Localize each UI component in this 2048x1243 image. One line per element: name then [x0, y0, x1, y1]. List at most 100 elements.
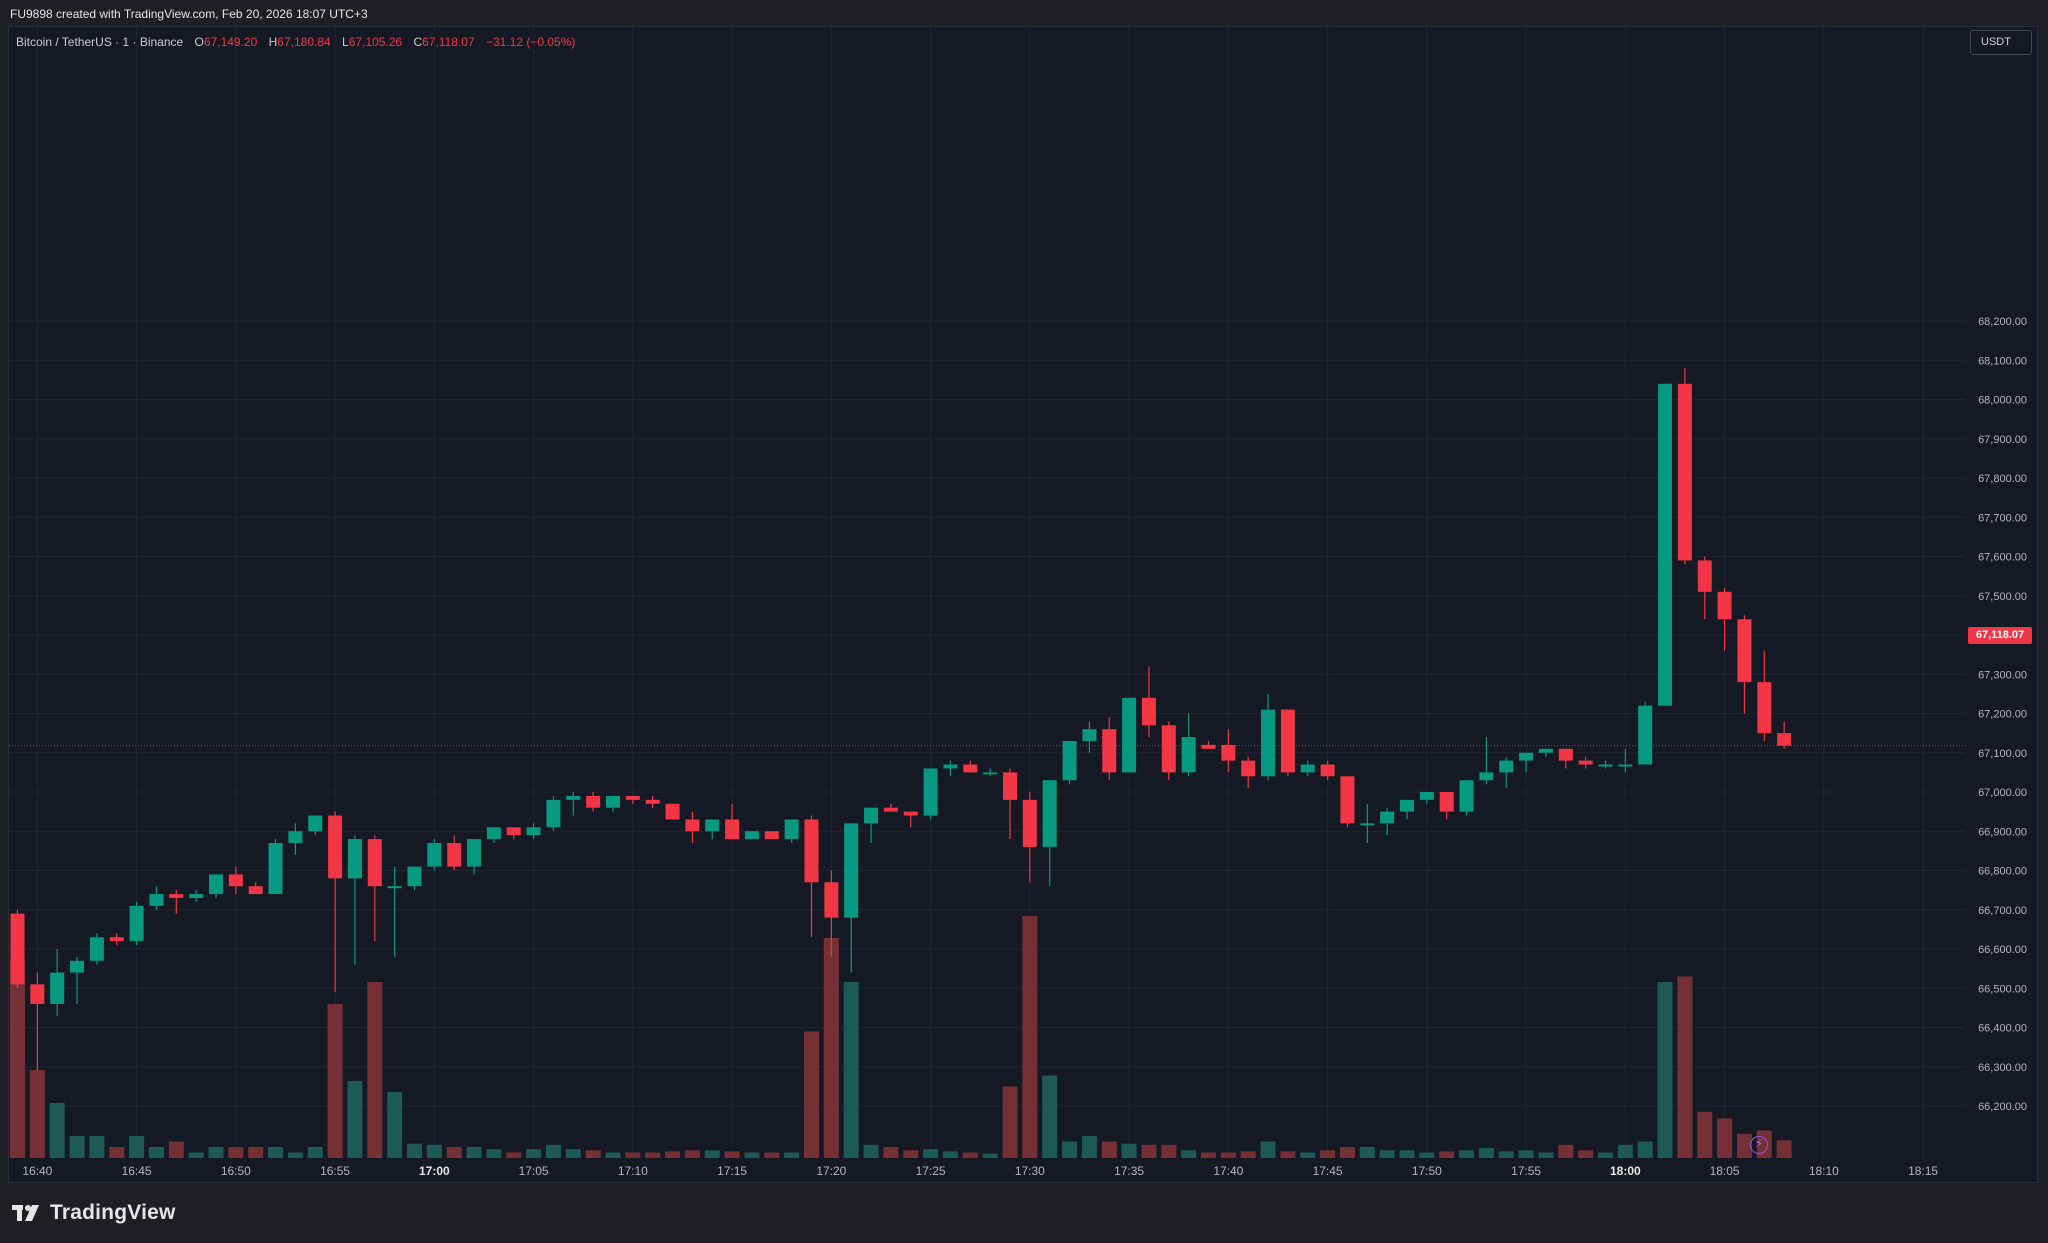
candle-body: [447, 843, 462, 867]
volume-bar: [1637, 1141, 1653, 1158]
time-tick-label: 17:20: [816, 1164, 846, 1178]
volume-bar: [1220, 1152, 1236, 1158]
candle-body: [347, 839, 362, 879]
candle-body: [744, 831, 759, 840]
change-value: −31.12 (−0.05%): [485, 35, 576, 49]
volume-bar: [1339, 1147, 1355, 1158]
candle-body: [328, 815, 343, 879]
volume-bar: [883, 1147, 899, 1158]
candle-body: [1578, 760, 1593, 765]
price-tick-label: 67,900.00: [1978, 434, 2027, 446]
volume-bar: [1081, 1136, 1097, 1158]
candle-body: [1638, 705, 1653, 765]
volume-bar: [1379, 1150, 1395, 1158]
candle-body: [864, 807, 879, 824]
volume-bar: [625, 1152, 641, 1158]
currency-button[interactable]: USDT: [1970, 30, 2032, 55]
candle-body: [943, 764, 958, 769]
volume-bar: [1558, 1144, 1574, 1158]
candle-body: [1241, 760, 1256, 777]
price-tick-label: 66,600.00: [1978, 944, 2027, 956]
volume-bar: [407, 1143, 422, 1158]
candle-body: [526, 827, 541, 836]
volume-bar: [49, 1103, 65, 1158]
candle-body: [1161, 725, 1176, 773]
lightning-bolt-icon[interactable]: ⚡: [1750, 1136, 1768, 1154]
volume-bar: [466, 1147, 482, 1158]
volume-bar: [387, 1092, 403, 1158]
price-tick-label: 66,300.00: [1978, 1062, 2027, 1074]
candle-body: [1380, 811, 1395, 824]
candle-body: [268, 843, 283, 895]
candle-body: [50, 972, 65, 1004]
volume-bar: [268, 1147, 284, 1158]
candle-body: [1042, 780, 1057, 847]
volume-bar: [168, 1141, 184, 1158]
volume-bar: [446, 1147, 462, 1158]
candle-body: [685, 819, 700, 832]
chart-caption: FU9898 created with TradingView.com, Feb…: [10, 7, 368, 21]
volume-bar: [148, 1147, 164, 1158]
candle-body: [606, 795, 620, 808]
candle-body: [506, 827, 521, 836]
candle-body: [248, 886, 263, 895]
volume-bar: [1459, 1150, 1475, 1158]
symbol-name[interactable]: Bitcoin / TetherUS · 1 · Binance: [16, 35, 184, 49]
volume-bar: [605, 1152, 621, 1158]
volume-bar: [1300, 1152, 1316, 1158]
candle-body: [1062, 740, 1077, 781]
volume-bar: [1697, 1111, 1713, 1158]
candle-body: [1102, 729, 1117, 773]
candle-body: [1538, 748, 1553, 753]
volume-bar: [188, 1152, 204, 1158]
candles: [10, 368, 1792, 1071]
volume-bar: [565, 1149, 581, 1158]
volume-bar: [1141, 1144, 1157, 1158]
candle-body: [1181, 737, 1196, 773]
candle-body: [1439, 792, 1454, 812]
volume-bar: [684, 1150, 700, 1158]
candle-body: [1658, 383, 1673, 706]
volume-bar: [1518, 1150, 1534, 1158]
candle-body: [804, 819, 819, 883]
top-bar: FU9898 created with TradingView.com, Feb…: [0, 0, 2048, 26]
time-tick-label: 17:10: [618, 1164, 648, 1178]
candle-body: [10, 913, 25, 985]
candle-body: [129, 905, 144, 942]
volume-bar: [665, 1151, 681, 1158]
candle-body: [1677, 383, 1692, 561]
time-tick-label: 17:15: [717, 1164, 747, 1178]
time-tick-label: 16:50: [221, 1164, 251, 1178]
volume-bar: [942, 1151, 958, 1158]
volume-bar: [1478, 1148, 1494, 1158]
volume-bar: [129, 1136, 145, 1158]
price-tick-label: 66,400.00: [1978, 1023, 2027, 1035]
time-tick-label: 17:30: [1015, 1164, 1045, 1178]
price-tick-label: 67,000.00: [1978, 787, 2027, 799]
candle-body: [1360, 823, 1375, 826]
candle-body: [1082, 729, 1097, 741]
volume-bar: [903, 1150, 919, 1158]
candle-body: [189, 894, 204, 898]
volume-bar: [1617, 1144, 1633, 1158]
volume-bar: [506, 1152, 522, 1158]
volume-bar: [1201, 1152, 1216, 1158]
time-tick-label: 18:00: [1610, 1164, 1641, 1178]
low-key: L: [342, 35, 349, 49]
candle-body: [546, 799, 561, 828]
candle-body: [1400, 799, 1414, 812]
volume-bar: [307, 1147, 323, 1158]
volume-bar: [804, 1031, 819, 1158]
candle-body: [1022, 799, 1037, 847]
volume-bar: [724, 1151, 740, 1158]
price-tick-label: 67,600.00: [1978, 552, 2027, 564]
candle-body: [1618, 764, 1633, 767]
price-tick-label: 68,000.00: [1978, 395, 2027, 407]
candle-body: [1003, 772, 1017, 800]
candle-body: [1519, 752, 1534, 761]
price-tick-label: 66,900.00: [1978, 826, 2027, 838]
candle-body: [665, 803, 680, 820]
brand[interactable]: TradingView: [12, 1201, 176, 1225]
volume-bar: [823, 938, 839, 1158]
